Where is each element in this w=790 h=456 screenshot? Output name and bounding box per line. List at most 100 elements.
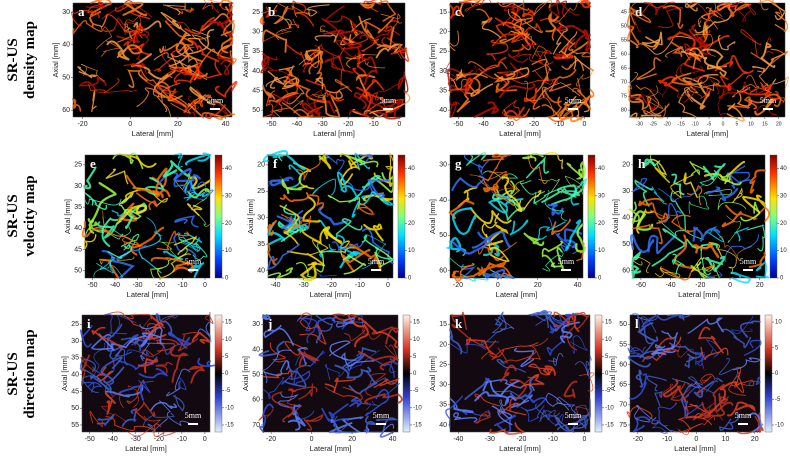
colorbar bbox=[594, 314, 603, 433]
vessel bbox=[316, 243, 336, 259]
vessel bbox=[509, 373, 540, 388]
y-tick-label: 40 bbox=[74, 225, 82, 232]
vessel bbox=[704, 255, 726, 272]
vessel bbox=[577, 88, 595, 105]
y-tick-label: 35 bbox=[257, 241, 265, 248]
vessel bbox=[492, 173, 515, 207]
vessel bbox=[174, 7, 195, 14]
scale-bar-label: 5mm bbox=[185, 411, 202, 420]
colorbar-tick-label: 0 bbox=[775, 371, 779, 377]
vessel bbox=[495, 79, 518, 93]
vessel bbox=[575, 68, 593, 87]
vessel-image bbox=[445, 0, 595, 123]
vessel bbox=[475, 411, 491, 424]
vessel bbox=[159, 241, 185, 264]
vessel bbox=[513, 347, 535, 368]
vessel bbox=[556, 396, 580, 416]
vessel bbox=[500, 364, 517, 383]
vessel bbox=[127, 385, 139, 408]
vessel bbox=[477, 260, 508, 277]
y-tick-label: 55 bbox=[619, 341, 627, 348]
vessel bbox=[545, 310, 557, 332]
vessel bbox=[167, 331, 192, 349]
x-tick-label: -10 bbox=[554, 121, 564, 128]
vessel bbox=[333, 415, 350, 433]
vessel bbox=[150, 256, 189, 266]
y-tick-label: 25 bbox=[257, 188, 265, 195]
vessel bbox=[538, 221, 566, 240]
vessel bbox=[676, 87, 696, 104]
vessel bbox=[560, 0, 580, 17]
y-axis-label: Axial [mm] bbox=[51, 42, 60, 77]
colorbar-tick-label: 15 bbox=[225, 320, 232, 326]
vessel-image bbox=[79, 311, 216, 437]
vessel bbox=[82, 166, 97, 190]
vessel bbox=[684, 356, 695, 369]
x-tick-label: 15 bbox=[762, 121, 768, 127]
vessel bbox=[154, 46, 195, 72]
x-tick-label: 40 bbox=[222, 121, 230, 128]
vessel bbox=[121, 407, 138, 427]
colorbar bbox=[587, 154, 596, 279]
vessel bbox=[574, 361, 591, 376]
y-tick-label: 50 bbox=[252, 107, 260, 114]
vessel bbox=[332, 313, 357, 321]
vessel bbox=[511, 23, 542, 43]
colorbar-tick-label: 0 bbox=[413, 371, 417, 377]
x-tick-label: -25 bbox=[650, 121, 657, 127]
y-tick-label: 30 bbox=[71, 338, 79, 345]
vessel bbox=[150, 246, 188, 279]
vessel bbox=[87, 181, 117, 223]
vessel bbox=[538, 178, 560, 193]
vessel bbox=[267, 70, 285, 89]
x-tick-label: -50 bbox=[85, 436, 95, 443]
vessel bbox=[322, 226, 343, 245]
colorbar-tick-label: 20 bbox=[598, 221, 605, 227]
image-frame bbox=[81, 314, 211, 433]
vessel bbox=[628, 112, 662, 119]
y-tick-label: 30 bbox=[439, 382, 447, 389]
vessel bbox=[178, 232, 200, 252]
vessel bbox=[760, 42, 776, 68]
vessel bbox=[482, 182, 511, 200]
y-tick-label: 40 bbox=[71, 372, 79, 379]
y-tick-label: 40 bbox=[252, 68, 260, 75]
y-tick-label: 40 bbox=[439, 197, 447, 204]
vessel bbox=[529, 311, 546, 322]
y-tick-label: 25 bbox=[439, 48, 447, 55]
vessel bbox=[740, 201, 761, 222]
vessel bbox=[700, 373, 715, 384]
y-tick-label: 45 bbox=[71, 388, 79, 395]
vessel bbox=[484, 268, 515, 280]
y-tick-label: 55 bbox=[71, 422, 79, 429]
vessel bbox=[147, 418, 168, 433]
x-tick-label: -20 bbox=[529, 121, 539, 128]
vessel bbox=[189, 86, 216, 106]
vessel bbox=[701, 262, 720, 279]
vessel-image bbox=[628, 154, 771, 284]
vessel bbox=[702, 48, 724, 70]
x-tick-label: -20 bbox=[327, 282, 337, 289]
x-axis-label: Lateral [mm] bbox=[127, 290, 169, 299]
vessel bbox=[302, 196, 321, 223]
vessel bbox=[550, 246, 564, 270]
vessel bbox=[695, 348, 714, 369]
vessel bbox=[645, 85, 664, 109]
vessel bbox=[697, 2, 716, 27]
colorbar-tick-label: 20 bbox=[408, 221, 415, 227]
vessel bbox=[358, 79, 385, 101]
vessel bbox=[718, 84, 747, 99]
vessel bbox=[298, 312, 318, 330]
vessel bbox=[261, 349, 292, 384]
vessel bbox=[295, 351, 326, 366]
vessel bbox=[724, 234, 759, 262]
vessel bbox=[348, 106, 399, 118]
x-tick-label: 20 bbox=[174, 121, 182, 128]
vessel bbox=[119, 385, 144, 401]
vessel bbox=[757, 70, 769, 87]
y-tick-label: 60 bbox=[62, 107, 70, 114]
vessel bbox=[197, 321, 212, 342]
vessel bbox=[299, 317, 318, 344]
y-tick-label: 40 bbox=[257, 267, 265, 274]
vessel bbox=[696, 87, 712, 101]
